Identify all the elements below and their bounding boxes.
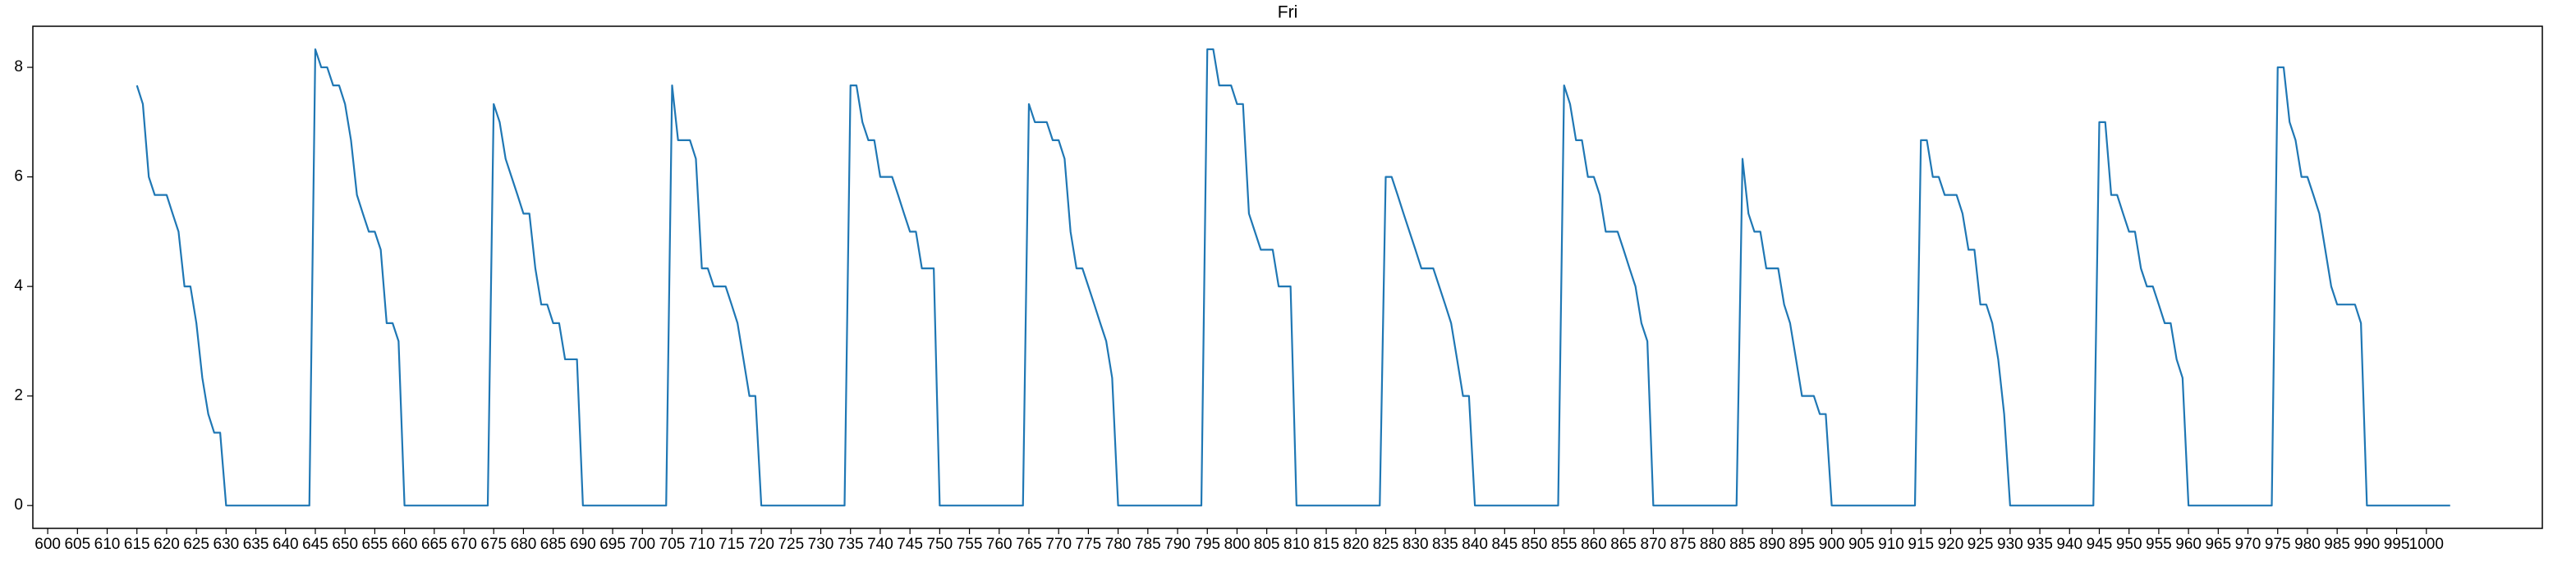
- x-tick-label: 1000: [2409, 536, 2444, 553]
- y-tick-label: 2: [14, 387, 23, 404]
- x-tick-label: 630: [214, 536, 240, 553]
- x-tick-label: 685: [540, 536, 567, 553]
- line-series: [135, 48, 2450, 507]
- x-tick-label: 925: [1968, 536, 1994, 553]
- x-tick-label: 755: [957, 536, 983, 553]
- x-tick-label: 750: [927, 536, 953, 553]
- x-tick-label: 670: [451, 536, 477, 553]
- x-tick-label: 645: [302, 536, 328, 553]
- x-tick-label: 840: [1462, 536, 1488, 553]
- x-tick-label: 900: [1819, 536, 1845, 553]
- x-tick-label: 665: [421, 536, 448, 553]
- x-tick-label: 835: [1432, 536, 1458, 553]
- x-tick-label: 735: [838, 536, 864, 553]
- x-tick-label: 810: [1283, 536, 1310, 553]
- x-tick-label: 850: [1522, 536, 1548, 553]
- x-tick-label: 610: [94, 536, 121, 553]
- x-tick-label: 605: [64, 536, 90, 553]
- x-tick-label: 985: [2324, 536, 2350, 553]
- x-tick-label: 740: [867, 536, 893, 553]
- chart-title: Fri: [1278, 3, 1298, 22]
- x-tick-label: 745: [897, 536, 923, 553]
- x-tick-label: 930: [1997, 536, 2023, 553]
- x-tick-label: 680: [511, 536, 537, 553]
- x-tick-label: 620: [154, 536, 180, 553]
- x-tick-label: 775: [1076, 536, 1102, 553]
- x-tick-label: 705: [659, 536, 686, 553]
- x-tick-label: 625: [183, 536, 209, 553]
- x-tick-label: 785: [1135, 536, 1161, 553]
- x-tick-label: 695: [599, 536, 626, 553]
- x-tick-label: 895: [1789, 536, 1816, 553]
- x-tick-label: 885: [1729, 536, 1756, 553]
- x-tick-label: 975: [2265, 536, 2291, 553]
- x-tick-label: 870: [1641, 536, 1667, 553]
- x-tick-label: 935: [2027, 536, 2053, 553]
- y-tick-label: 4: [14, 277, 23, 295]
- x-tick-label: 910: [1878, 536, 1904, 553]
- x-tick-label: 845: [1491, 536, 1518, 553]
- x-tick-label: 660: [392, 536, 418, 553]
- x-tick-label: 965: [2205, 536, 2231, 553]
- x-tick-label: 955: [2146, 536, 2172, 553]
- x-tick-label: 825: [1373, 536, 1399, 553]
- x-tick-label: 790: [1164, 536, 1191, 553]
- x-tick-label: 760: [986, 536, 1012, 553]
- x-tick-label: 830: [1403, 536, 1429, 553]
- y-tick-label: 8: [14, 58, 23, 75]
- y-tick-label: 6: [14, 168, 23, 185]
- x-tick-label: 990: [2354, 536, 2381, 553]
- plot-frame: [32, 25, 2543, 529]
- x-tick-label: 800: [1224, 536, 1251, 553]
- x-tick-label: 720: [748, 536, 774, 553]
- x-tick-label: 640: [273, 536, 299, 553]
- x-tick-label: 915: [1908, 536, 1934, 553]
- x-tick-label: 860: [1581, 536, 1607, 553]
- x-tick-label: 950: [2116, 536, 2142, 553]
- x-tick-label: 905: [1848, 536, 1875, 553]
- x-tick-label: 715: [719, 536, 745, 553]
- x-tick-label: 940: [2056, 536, 2082, 553]
- x-tick-label: 655: [362, 536, 388, 553]
- x-tick-label: 690: [570, 536, 596, 553]
- x-tick-label: 890: [1759, 536, 1785, 553]
- x-tick-label: 920: [1938, 536, 1964, 553]
- x-tick-label: 700: [629, 536, 655, 553]
- x-tick-label: 855: [1551, 536, 1577, 553]
- x-tick-label: 880: [1700, 536, 1726, 553]
- x-tick-label: 795: [1194, 536, 1220, 553]
- x-tick-label: 820: [1343, 536, 1369, 553]
- x-tick-label: 650: [332, 536, 358, 553]
- x-tick-label: 980: [2294, 536, 2321, 553]
- x-tick-label: 805: [1254, 536, 1280, 553]
- x-tick-label: 730: [808, 536, 834, 553]
- x-tick-label: 780: [1105, 536, 1132, 553]
- x-tick-label: 615: [124, 536, 150, 553]
- x-tick-label: 945: [2087, 536, 2113, 553]
- x-tick-label: 710: [689, 536, 715, 553]
- x-tick-label: 770: [1045, 536, 1072, 553]
- x-tick-label: 725: [778, 536, 804, 553]
- x-tick-label: 995: [2384, 536, 2410, 553]
- y-tick-label: 0: [14, 496, 23, 514]
- x-tick-label: 600: [34, 536, 61, 553]
- x-tick-label: 815: [1313, 536, 1339, 553]
- x-tick-label: 765: [1016, 536, 1042, 553]
- x-tick-label: 970: [2235, 536, 2261, 553]
- x-tick-label: 960: [2175, 536, 2202, 553]
- x-tick-label: 865: [1610, 536, 1637, 553]
- x-tick-label: 675: [480, 536, 507, 553]
- x-tick-label: 635: [243, 536, 269, 553]
- x-tick-label: 875: [1670, 536, 1697, 553]
